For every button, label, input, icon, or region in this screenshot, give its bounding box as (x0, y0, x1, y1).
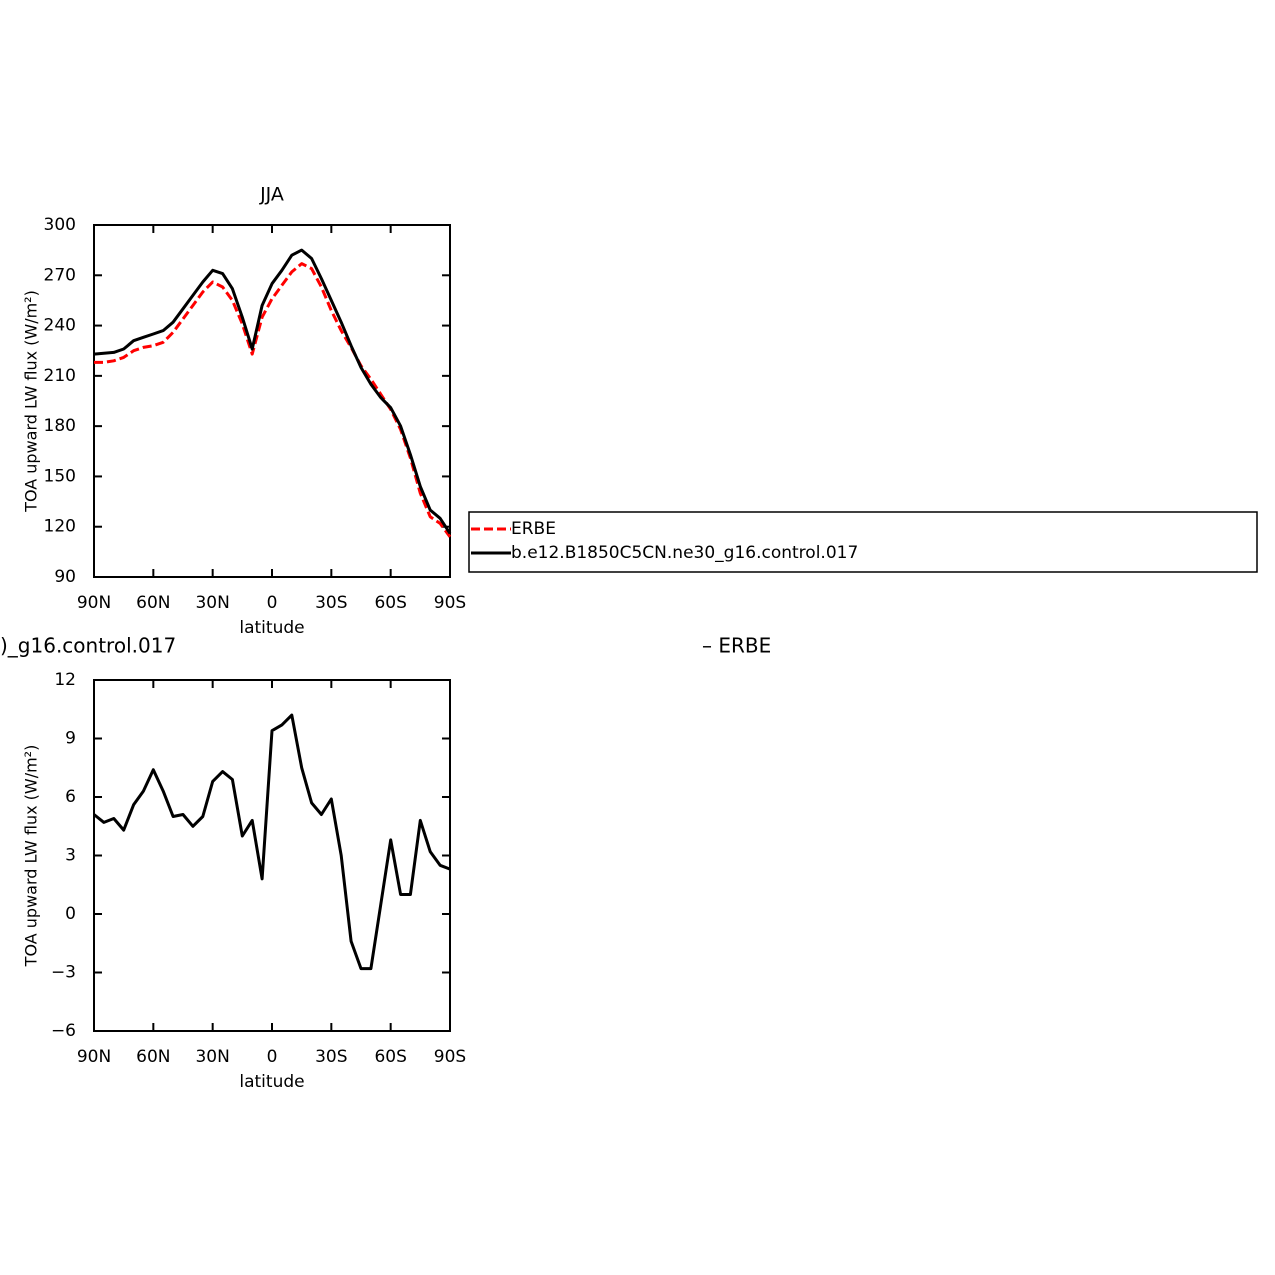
x-tick-label: 60S (374, 1047, 406, 1067)
y-tick-label: 9 (65, 729, 76, 749)
legend-box (468, 511, 1258, 573)
x-tick-label: 60N (136, 1047, 170, 1067)
legend-label: ERBE (511, 519, 556, 539)
y-axis-label: TOA upward LW flux (W/m²) (22, 745, 41, 968)
y-tick-label: −3 (51, 963, 76, 983)
x-tick-label: 90N (77, 1047, 111, 1067)
chart-title: – ERBE (702, 634, 771, 658)
x-tick-label: 90S (434, 593, 466, 613)
y-tick-label: 300 (44, 215, 76, 235)
y-tick-label: 0 (65, 904, 76, 924)
x-tick-label: 60S (374, 593, 406, 613)
y-tick-label: 270 (44, 265, 76, 285)
legend-label: b.e12.B1850C5CN.ne30_g16.control.017 (511, 543, 858, 563)
x-axis-label: latitude (239, 1072, 304, 1092)
x-tick-label: 30S (315, 1047, 347, 1067)
x-tick-label: 30S (315, 593, 347, 613)
x-tick-label: 0 (267, 593, 278, 613)
x-tick-label: 30N (195, 1047, 229, 1067)
x-tick-label: 30N (195, 593, 229, 613)
y-tick-label: 120 (44, 517, 76, 537)
y-tick-label: 12 (54, 670, 76, 690)
data-line (93, 713, 451, 971)
x-tick-label: 60N (136, 593, 170, 613)
chart-title: )_g16.control.017 (0, 634, 176, 658)
plot-frame (93, 224, 451, 578)
x-tick-label: 90N (77, 593, 111, 613)
y-tick-label: 6 (65, 787, 76, 807)
x-tick-label: 90S (434, 1047, 466, 1067)
chart-title: JJA (259, 184, 284, 206)
y-tick-label: 180 (44, 416, 76, 436)
x-tick-label: 0 (267, 1047, 278, 1067)
y-axis-label: TOA upward LW flux (W/m²) (22, 290, 41, 513)
data-line (94, 262, 452, 538)
data-line (93, 248, 452, 535)
y-tick-label: 3 (65, 846, 76, 866)
x-axis-label: latitude (239, 618, 304, 638)
y-tick-label: −6 (51, 1021, 76, 1041)
y-tick-label: 90 (54, 567, 76, 587)
y-tick-label: 240 (44, 316, 76, 336)
y-tick-label: 150 (44, 466, 76, 486)
y-tick-label: 210 (44, 366, 76, 386)
